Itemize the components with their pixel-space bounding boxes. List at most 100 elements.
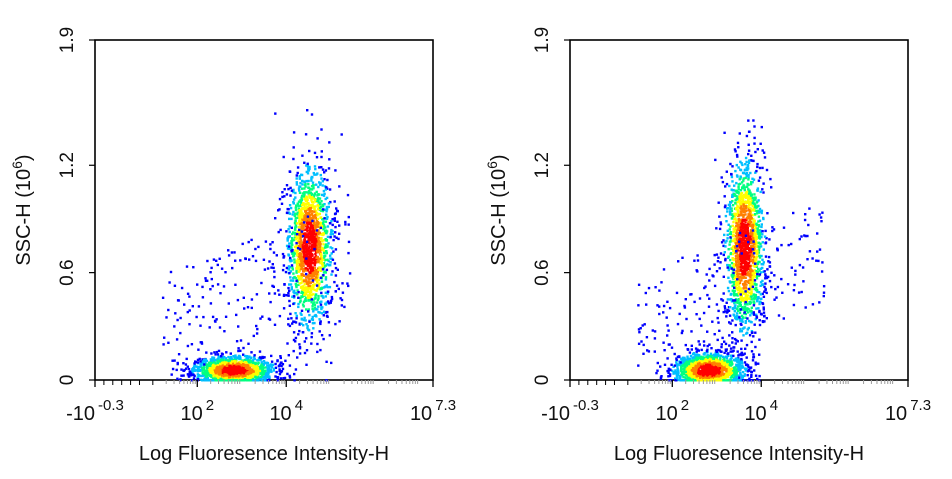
event-dot: [202, 365, 206, 368]
event-dot: [313, 283, 316, 286]
event-dot: [688, 357, 691, 360]
event-dot: [321, 295, 324, 298]
event-dot: [195, 365, 198, 368]
event-dot: [184, 363, 188, 366]
event-dot: [204, 371, 207, 374]
event-dot: [325, 250, 328, 253]
event-dot: [690, 365, 693, 369]
event-dot: [314, 209, 317, 213]
event-dot: [312, 187, 315, 190]
event-dot: [206, 279, 209, 282]
event-dot: [335, 284, 339, 287]
event-dot: [295, 181, 298, 184]
event-dot: [322, 296, 325, 299]
event-dot: [186, 373, 190, 376]
event-dot: [307, 329, 311, 332]
event-dot: [716, 366, 719, 369]
event-dot: [299, 219, 303, 222]
event-dot: [289, 256, 292, 260]
event-dot: [324, 259, 327, 262]
event-dot: [315, 284, 319, 287]
event-dot: [295, 285, 298, 289]
event-dot: [302, 264, 305, 267]
event-dot: [298, 247, 302, 251]
event-dot: [713, 333, 716, 336]
event-dot: [239, 376, 242, 379]
event-dot: [746, 363, 749, 367]
event-dot: [229, 361, 232, 365]
event-dot: [278, 208, 281, 211]
event-dot: [751, 234, 754, 237]
event-dot: [687, 360, 690, 363]
event-dot: [739, 371, 742, 375]
event-dot: [297, 233, 301, 236]
event-dot: [251, 364, 255, 367]
event-dot: [693, 379, 696, 382]
event-dot: [234, 375, 237, 378]
event-dot: [292, 254, 296, 257]
event-dot: [707, 369, 710, 372]
event-dot: [324, 229, 328, 232]
event-dot: [292, 231, 295, 234]
event-dot: [300, 318, 304, 321]
event-dot: [726, 379, 729, 382]
event-dot: [304, 203, 307, 206]
event-dot: [304, 319, 307, 322]
event-dot: [754, 363, 757, 366]
event-dot: [730, 188, 733, 191]
event-dot: [682, 359, 686, 362]
event-dot: [745, 287, 748, 291]
event-dot: [291, 232, 294, 236]
event-dot: [683, 367, 686, 370]
event-dot: [217, 349, 221, 353]
event-dot: [695, 353, 699, 356]
event-dot: [219, 292, 222, 295]
event-dot: [751, 359, 755, 362]
event-dot: [683, 379, 686, 382]
event-dot: [323, 171, 326, 174]
event-dot: [251, 373, 255, 377]
event-dot: [254, 367, 257, 371]
event-dot: [171, 367, 175, 371]
event-dot: [319, 206, 322, 210]
event-dot: [313, 233, 316, 236]
event-dot: [284, 359, 287, 362]
event-dot: [245, 357, 249, 360]
event-dot: [323, 246, 327, 249]
event-dot: [703, 365, 706, 368]
event-dot: [287, 245, 291, 248]
event-dot: [237, 362, 240, 365]
event-dot: [307, 235, 311, 238]
event-dot: [250, 306, 253, 310]
event-dot: [317, 225, 320, 228]
event-dot: [214, 378, 217, 382]
event-dot: [717, 359, 720, 362]
event-dot: [290, 242, 293, 245]
event-dot: [263, 361, 267, 364]
event-dot: [734, 271, 737, 274]
event-dot: [319, 348, 322, 352]
event-dot: [336, 210, 339, 213]
event-dot: [294, 276, 298, 280]
event-dot: [274, 217, 277, 220]
event-dot: [684, 377, 688, 380]
event-dot: [324, 169, 328, 172]
event-dot: [320, 177, 323, 180]
event-dot: [297, 236, 300, 239]
event-dot: [304, 269, 307, 272]
event-dot: [716, 379, 720, 382]
event-dot: [747, 143, 750, 146]
event-dot: [336, 268, 339, 271]
event-dot: [707, 360, 710, 363]
event-dot: [239, 339, 243, 342]
event-dot: [695, 354, 698, 358]
event-dot: [334, 212, 337, 215]
event-dot: [305, 212, 308, 215]
event-dot: [321, 306, 324, 309]
event-dot: [279, 361, 283, 364]
event-dot: [758, 374, 761, 378]
event-dot: [691, 376, 694, 379]
event-dot: [296, 230, 299, 233]
event-dot: [289, 260, 292, 263]
event-dot: [289, 186, 292, 190]
